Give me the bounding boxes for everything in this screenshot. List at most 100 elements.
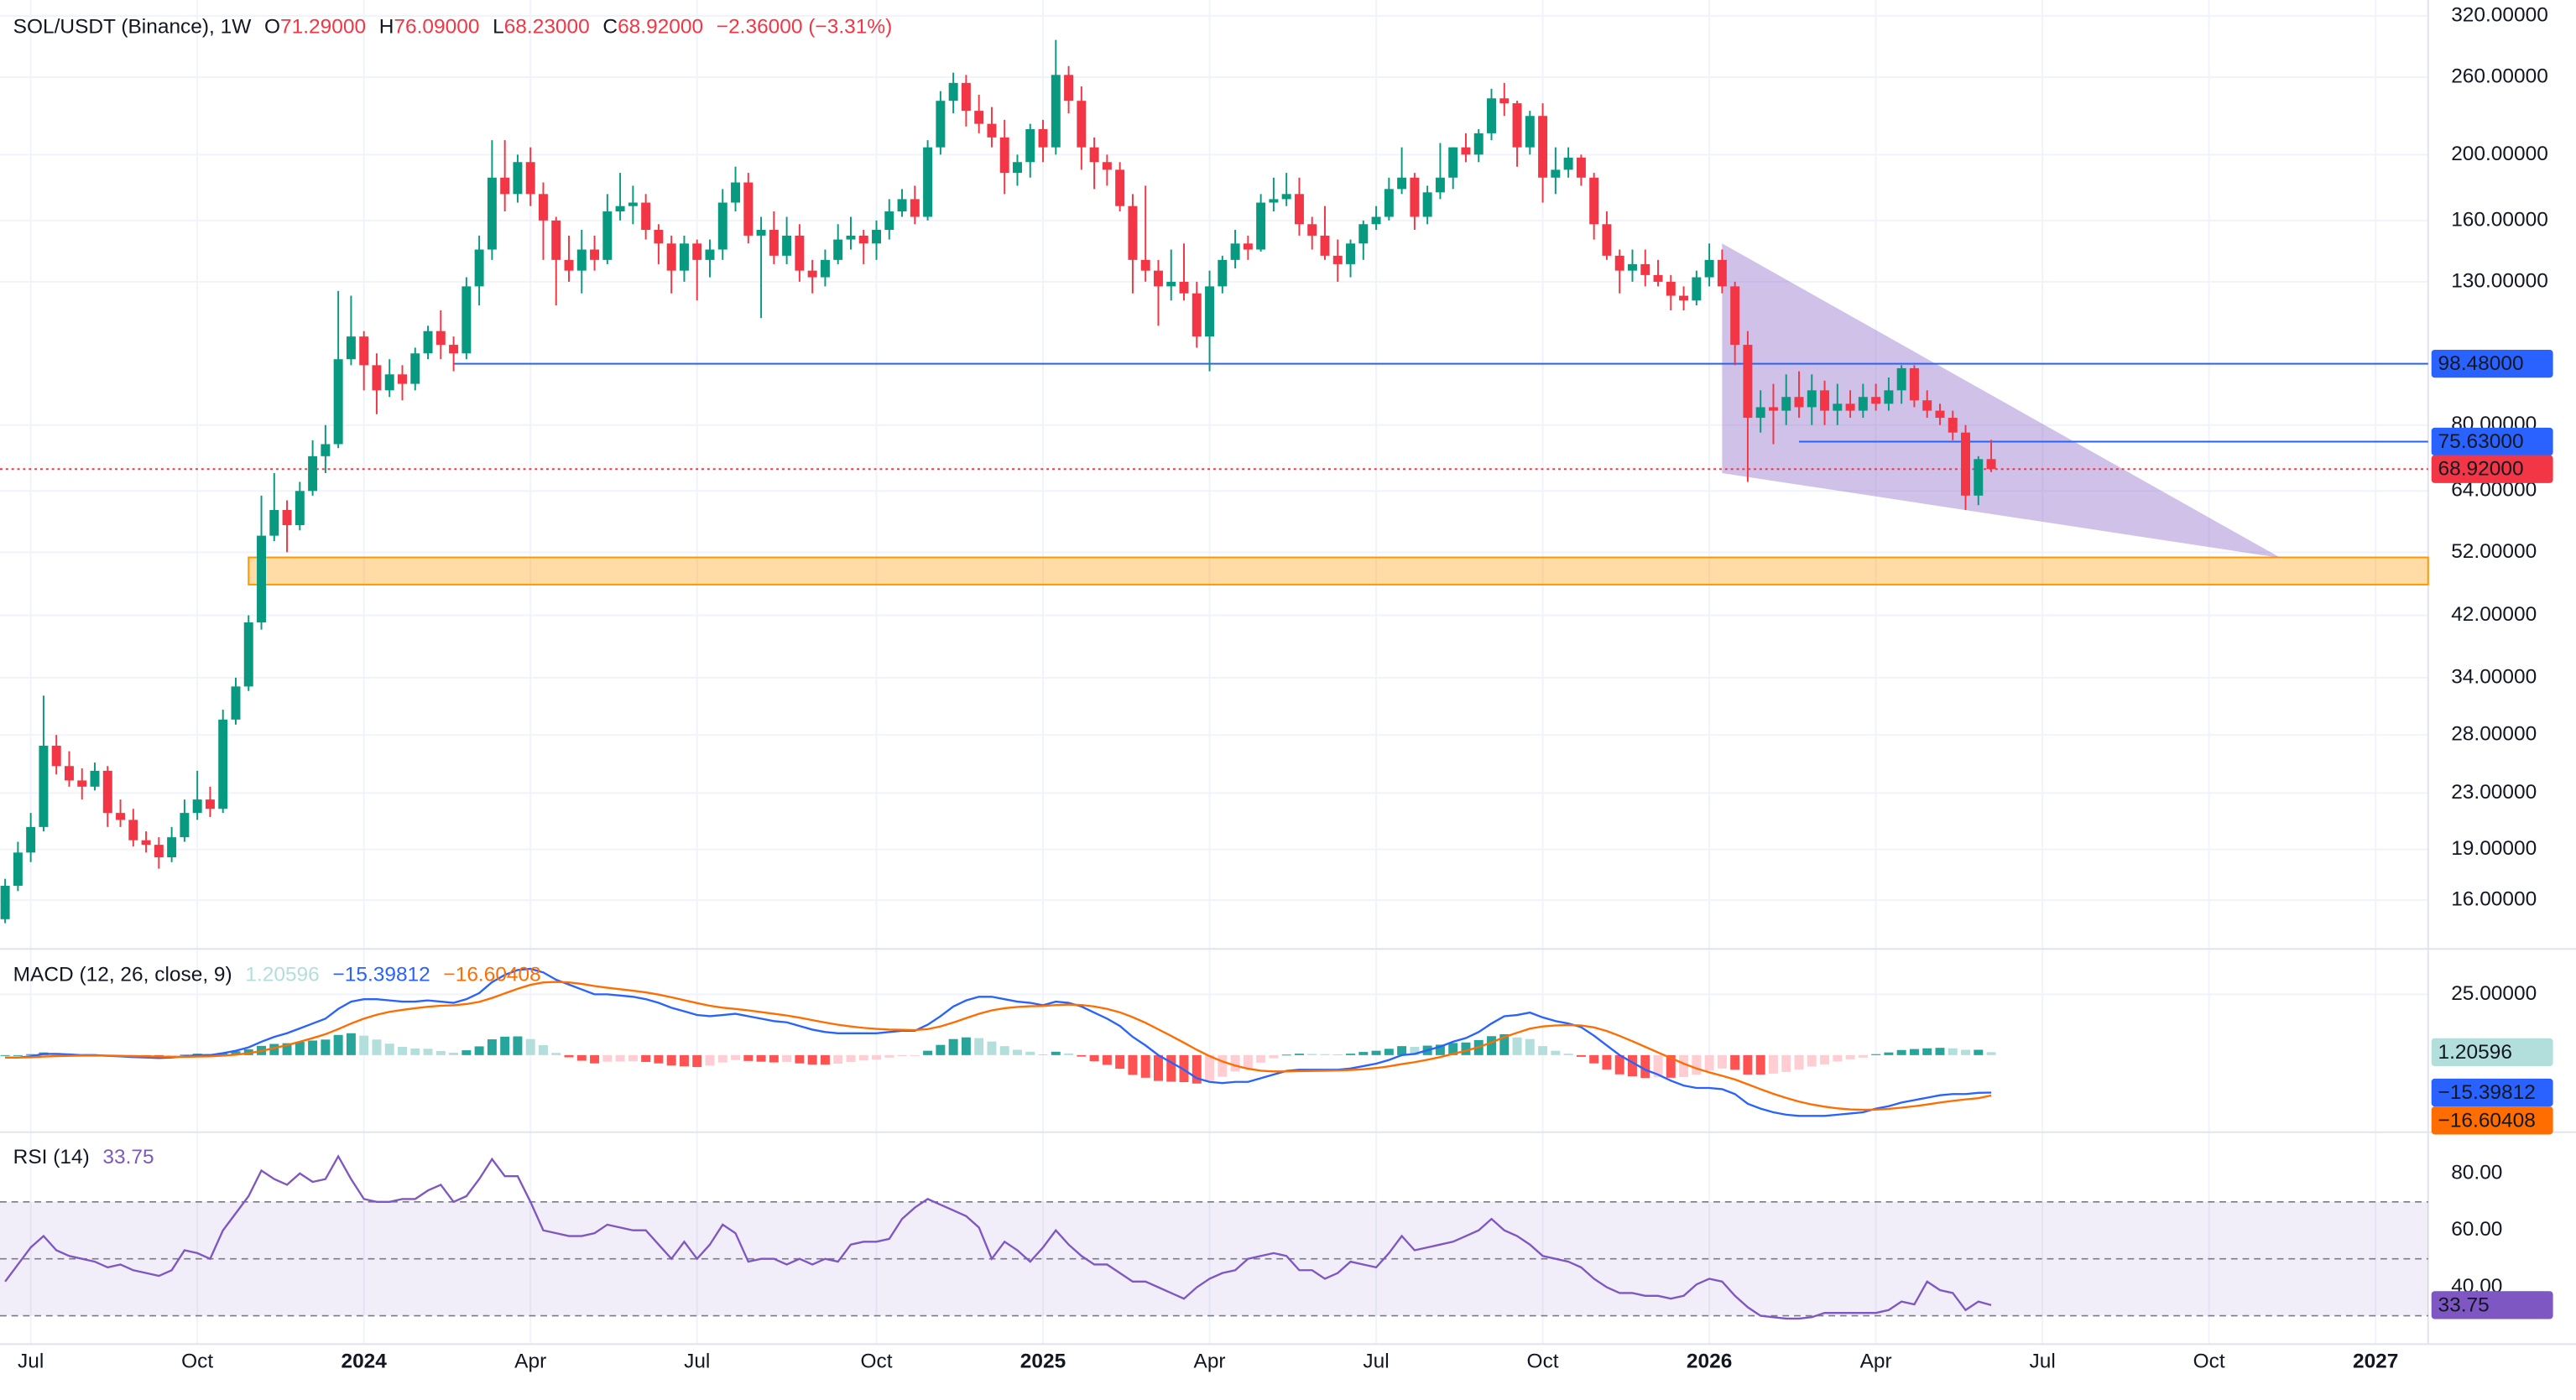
macd-histogram-bar [1974,1049,1984,1055]
candle-body [1269,199,1279,203]
macd-histogram-bar [1576,1054,1586,1057]
x-tick-label: Jul [1363,1350,1389,1372]
candle-body [1243,243,1253,250]
candle-body [205,799,215,809]
y-tick-label: 130.00000 [2451,269,2548,292]
candle-body [538,194,548,221]
candle-body [435,330,446,346]
candle-body [128,820,138,841]
macd-histogram-bar [1935,1048,1945,1055]
candle-body [1166,281,1176,287]
candle-body [1461,147,1471,155]
macd-histogram-bar [1589,1054,1599,1064]
macd-histogram-bar [1243,1054,1253,1069]
candle-body [551,220,561,260]
macd-histogram-bar [948,1038,958,1055]
macd-histogram-bar [1435,1044,1445,1055]
y-tick-label: 60.00 [2451,1218,2502,1241]
macd-histogram-bar [705,1054,715,1066]
macd-histogram-bar [295,1041,305,1055]
candle-body [1077,101,1087,148]
macd-histogram-bar [1153,1054,1163,1081]
y-tick-label: 200.00000 [2451,143,2548,165]
macd-histogram-bar [231,1051,241,1055]
candle-body [1551,169,1561,178]
x-tick-label: Apr [1194,1350,1226,1372]
level-label-box [2431,427,2553,456]
plot [0,39,2429,1320]
candle-body [1281,194,1291,200]
signal-label-box [2431,1106,2553,1135]
candle-body [795,235,805,271]
candle-body [1640,263,1650,275]
stat-key: H [379,16,394,39]
x-tick-label: Jul [18,1350,44,1372]
macd-histogram-bar [1755,1054,1765,1075]
macd-histogram-bar [1384,1049,1394,1055]
macd-histogram-bar [923,1050,933,1055]
macd-histogram-bar [974,1038,984,1055]
macd-histogram-bar [1025,1051,1035,1055]
candle-body [346,336,356,360]
candle-body [602,211,613,260]
candle-body [500,177,510,195]
candle-body [487,177,497,250]
candle-body [372,365,382,391]
stat-value: −2.36000 (−3.31%) [717,16,892,39]
macd-histogram-bar [602,1054,613,1062]
candle-body [1896,367,1906,391]
macd-histogram-bar [961,1037,971,1055]
macd-histogram-bar [987,1041,997,1055]
candle-body [1755,407,1765,419]
macd-histogram-bar [1461,1042,1471,1055]
candle-body [308,455,318,492]
candle-body [1051,75,1061,148]
candle-body [1563,157,1573,170]
macd-histogram-bar [449,1052,459,1055]
macd-histogram-bar [1205,1054,1215,1081]
candle-body [449,345,459,354]
candle-body [999,137,1009,174]
candle-body [231,686,241,720]
candle-body [1473,133,1484,155]
macd-histogram-bar [1499,1033,1510,1055]
candle-body [884,211,894,231]
macd-histogram-bar [1397,1046,1407,1055]
candle-body [936,101,946,148]
candle-body [1013,162,1022,174]
macd-histogram-bar [1833,1054,1843,1062]
candle-body [243,622,253,687]
candle-body [1692,277,1702,301]
candle-body [576,249,587,271]
rsi-label-box [2431,1291,2553,1319]
candle-body [1115,169,1125,206]
macd-histogram-bar [26,1054,36,1055]
candle-body [1038,129,1048,148]
indicator-title: MACD (12, 26, close, 9) [13,964,232,986]
signal-value: −16.60408 [443,964,540,986]
candle-body [1679,295,1689,301]
candle-body [1961,432,1970,496]
candle-body [769,230,779,256]
candle-body [756,230,766,236]
macd-histogram-bar [666,1054,676,1066]
macd-histogram-bar [346,1033,356,1055]
candle-body [192,799,202,814]
macd-histogram-bar [1064,1053,1074,1055]
macd-histogram-bar [1614,1054,1624,1075]
candle-body [1346,243,1356,264]
macd-histogram-bar [1115,1054,1125,1070]
macd-histogram-bar [833,1054,843,1064]
y-tick-label: 28.00000 [2451,723,2537,746]
candle-body [692,243,702,260]
candle-body [1845,403,1855,411]
stat-value: 68.92000 [618,16,703,39]
macd-histogram-bar [1525,1038,1535,1055]
macd-histogram-bar [936,1044,946,1055]
macd-histogram-bar [500,1036,510,1055]
candle-body [807,270,817,278]
x-tick-label: Oct [181,1350,213,1372]
macd-histogram-bar [180,1054,190,1056]
triangle-pattern [1722,243,2281,559]
candle-body [833,239,843,260]
